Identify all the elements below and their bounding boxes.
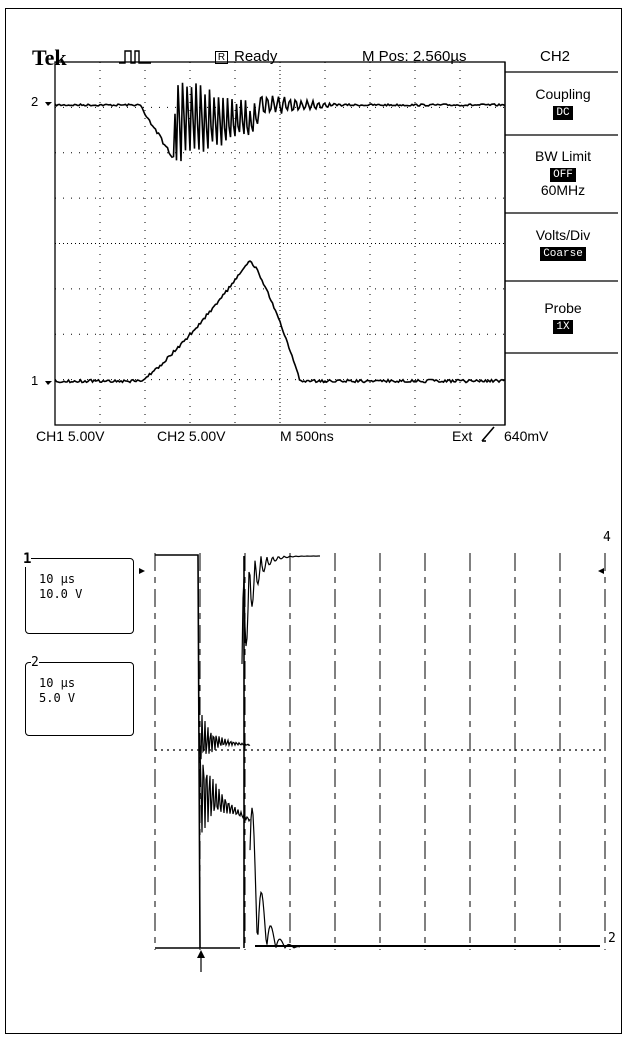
ch1-level-arrow	[139, 568, 145, 574]
trigger-arrow-head	[197, 950, 205, 958]
ch1-switch-trace	[155, 555, 240, 948]
ch2-fall-trace	[250, 808, 300, 948]
ch1-ring-b	[200, 748, 250, 833]
ch1-settle-trace	[242, 556, 320, 664]
ch1-trace	[55, 261, 505, 382]
ch1-arrow	[45, 381, 52, 385]
ch2-arrow	[45, 102, 52, 106]
right-level-arrow	[598, 568, 604, 574]
ch1-ring-a	[200, 715, 250, 759]
